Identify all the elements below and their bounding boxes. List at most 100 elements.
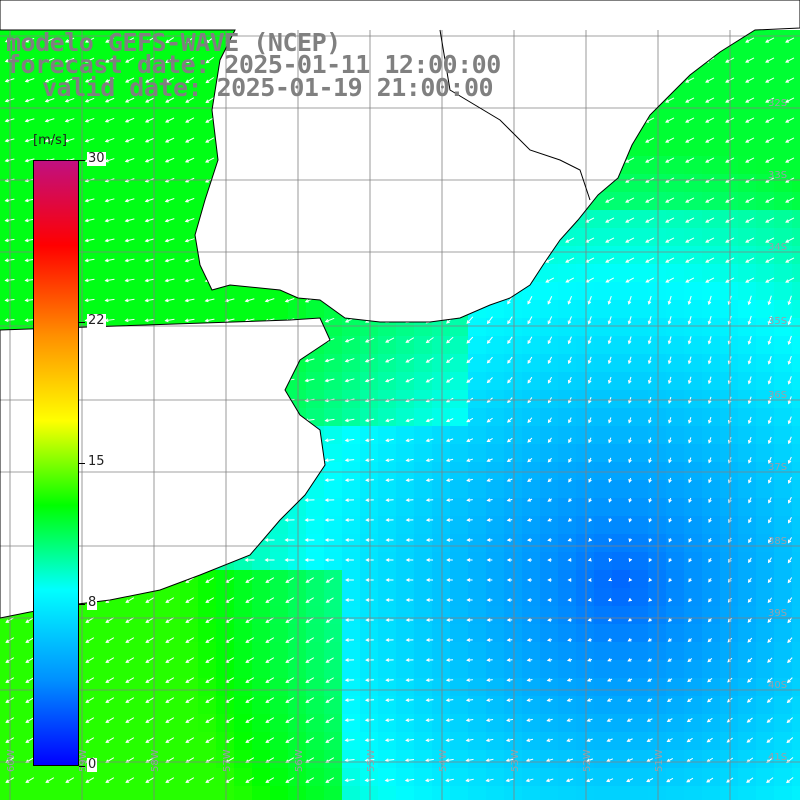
wind-speed-cell [414, 696, 432, 714]
wind-arrow [446, 558, 453, 562]
wind-speed-cell [702, 174, 720, 192]
wind-arrow [425, 598, 434, 602]
wind-speed-cell [468, 678, 486, 696]
wind-speed-cell [648, 498, 666, 516]
wind-speed-cell [576, 786, 594, 800]
wind-arrow [688, 558, 692, 563]
wind-arrow [205, 717, 215, 723]
wind-speed-cell [72, 768, 90, 786]
wind-arrow [608, 457, 612, 464]
wind-arrow [385, 618, 394, 622]
wind-arrow [205, 97, 215, 103]
wind-arrow [144, 278, 155, 283]
wind-arrow [748, 537, 752, 544]
wind-arrow [666, 718, 673, 722]
wind-speed-cell [90, 84, 108, 102]
wind-arrow [645, 197, 655, 203]
wind-arrow [164, 198, 175, 203]
wind-arrow [607, 376, 612, 384]
wind-arrow [505, 778, 514, 783]
wind-arrow [145, 77, 155, 83]
wind-arrow [547, 356, 553, 365]
wind-speed-cell [738, 120, 756, 138]
wind-speed-cell [72, 84, 90, 102]
wind-speed-cell [108, 624, 126, 642]
wind-arrow [325, 717, 335, 723]
wind-arrow [185, 577, 195, 583]
wind-speed-cell [666, 300, 684, 318]
wind-arrow [546, 678, 553, 682]
wind-speed-cell [774, 642, 792, 660]
wind-arrow [707, 657, 713, 663]
wind-arrow [526, 538, 533, 542]
wind-speed-cell [126, 678, 144, 696]
wind-speed-cell [684, 696, 702, 714]
wind-arrow [787, 315, 792, 326]
wind-arrow [64, 97, 75, 103]
wind-speed-cell [666, 570, 684, 588]
wind-speed-cell [648, 678, 666, 696]
wind-arrow [566, 758, 574, 763]
wind-arrow [425, 518, 434, 522]
wind-speed-cell [522, 300, 540, 318]
wind-speed-cell [162, 120, 180, 138]
wind-arrow [125, 57, 135, 63]
wind-arrow [184, 238, 195, 243]
wind-speed-cell [702, 372, 720, 390]
wind-speed-cell [342, 318, 360, 336]
wind-arrow [344, 378, 355, 383]
wind-speed-cell [54, 768, 72, 786]
wind-speed-cell [720, 624, 738, 642]
wind-arrow [165, 657, 175, 663]
wind-speed-cell [792, 624, 800, 642]
colorbar-tick-label: 15 [87, 454, 106, 469]
wind-arrow [466, 478, 473, 482]
wind-speed-cell [720, 408, 738, 426]
wind-speed-cell [342, 642, 360, 660]
wind-speed-cell [468, 552, 486, 570]
wind-speed-cell [432, 336, 450, 354]
colorbar-tick-mark [79, 321, 85, 323]
wind-speed-cell [774, 30, 792, 48]
wind-arrow [707, 295, 712, 306]
wind-speed-cell [0, 300, 18, 318]
wind-speed-cell [576, 714, 594, 732]
wind-speed-cell [342, 498, 360, 516]
wind-speed-cell [612, 516, 630, 534]
wind-speed-cell [126, 174, 144, 192]
wind-arrow [205, 137, 215, 143]
wind-arrow [446, 618, 453, 622]
wind-speed-cell [324, 444, 342, 462]
wind-speed-cell [558, 660, 576, 678]
wind-arrow [608, 437, 612, 444]
wind-speed-cell [414, 336, 432, 354]
wind-speed-cell [738, 102, 756, 120]
wind-arrow [85, 637, 95, 643]
wind-speed-cell [252, 714, 270, 732]
wind-arrow [668, 518, 672, 523]
wind-speed-cell [306, 732, 324, 750]
wind-arrow [405, 678, 414, 682]
wind-speed-cell [630, 534, 648, 552]
wind-speed-cell [306, 534, 324, 552]
wind-arrow [325, 617, 334, 623]
wind-speed-cell [738, 516, 756, 534]
wind-arrow [647, 678, 653, 682]
wind-speed-cell [378, 570, 396, 588]
wind-speed-cell [468, 426, 486, 444]
wind-arrow [565, 778, 574, 783]
wind-speed-cell [648, 426, 666, 444]
wind-arrow [385, 337, 395, 343]
wind-speed-cell [666, 552, 684, 570]
wind-arrow [165, 637, 175, 643]
wind-speed-cell [612, 318, 630, 336]
wind-speed-cell [504, 696, 522, 714]
wind-arrow [747, 416, 752, 425]
wind-arrow [44, 57, 55, 63]
wind-arrow [705, 117, 715, 123]
wind-arrow [748, 497, 752, 504]
wind-speed-cell [702, 714, 720, 732]
wind-arrow [204, 298, 215, 303]
wind-speed-cell [792, 606, 800, 624]
wind-arrow [506, 558, 513, 562]
